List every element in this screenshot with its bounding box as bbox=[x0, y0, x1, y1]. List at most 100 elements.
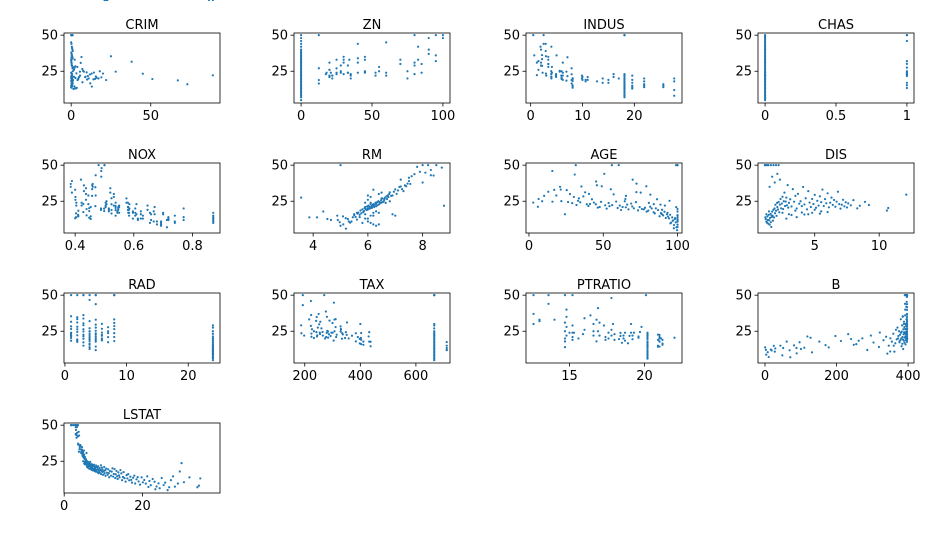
data-point bbox=[74, 198, 77, 201]
data-point bbox=[300, 324, 303, 327]
data-point bbox=[104, 474, 107, 477]
data-point bbox=[328, 74, 331, 77]
data-point bbox=[568, 331, 571, 334]
data-point bbox=[642, 208, 645, 211]
data-point bbox=[114, 473, 117, 476]
data-point bbox=[78, 434, 81, 437]
data-point bbox=[773, 181, 776, 184]
data-point bbox=[543, 194, 546, 198]
data-point bbox=[182, 481, 186, 484]
subplot-title: RAD bbox=[128, 278, 155, 293]
data-point bbox=[379, 199, 383, 202]
data-point bbox=[114, 204, 117, 208]
data-point bbox=[589, 314, 592, 317]
data-point bbox=[783, 204, 787, 208]
data-point bbox=[69, 315, 73, 318]
data-point bbox=[646, 340, 649, 343]
data-point bbox=[781, 195, 784, 198]
data-point bbox=[770, 214, 773, 217]
data-point bbox=[894, 328, 898, 331]
data-point bbox=[82, 328, 85, 331]
data-point bbox=[586, 78, 589, 82]
data-point bbox=[763, 346, 767, 349]
data-point bbox=[72, 75, 76, 78]
data-point bbox=[76, 321, 79, 324]
data-point bbox=[622, 334, 625, 337]
data-point bbox=[900, 337, 903, 340]
data-point bbox=[582, 195, 585, 198]
data-point bbox=[667, 217, 671, 220]
data-point bbox=[129, 475, 132, 478]
data-point bbox=[383, 198, 386, 201]
data-point bbox=[658, 340, 661, 343]
data-point bbox=[367, 335, 370, 338]
x-tick-label: 0.6 bbox=[123, 239, 144, 254]
data-point bbox=[598, 334, 601, 337]
data-point bbox=[72, 424, 75, 427]
data-point bbox=[85, 71, 88, 74]
data-point bbox=[532, 322, 535, 326]
data-point bbox=[100, 169, 103, 173]
data-point bbox=[631, 86, 634, 89]
data-point bbox=[905, 321, 909, 325]
data-point bbox=[169, 479, 173, 482]
data-point bbox=[360, 342, 363, 346]
data-point bbox=[635, 182, 638, 185]
data-point bbox=[182, 207, 185, 210]
data-point bbox=[134, 482, 137, 485]
data-point bbox=[86, 74, 89, 78]
data-point bbox=[91, 194, 94, 198]
data-point bbox=[620, 341, 624, 344]
data-point bbox=[319, 320, 322, 323]
y-tick-label: 50 bbox=[503, 289, 520, 304]
y-tick-label: 50 bbox=[271, 29, 288, 44]
data-point bbox=[624, 206, 627, 209]
data-point bbox=[813, 208, 816, 211]
data-point bbox=[354, 340, 357, 343]
data-point bbox=[780, 202, 783, 205]
data-point bbox=[798, 202, 801, 205]
data-point bbox=[75, 86, 78, 89]
data-point bbox=[103, 164, 106, 167]
data-point bbox=[81, 67, 84, 71]
data-point bbox=[658, 335, 661, 339]
data-point bbox=[804, 197, 807, 200]
data-point bbox=[541, 71, 544, 74]
data-point bbox=[147, 485, 150, 489]
data-point bbox=[335, 333, 338, 336]
data-point bbox=[790, 205, 793, 208]
data-point bbox=[98, 471, 101, 474]
data-point bbox=[800, 211, 803, 214]
data-point bbox=[364, 217, 367, 220]
data-point bbox=[849, 337, 853, 341]
data-point bbox=[858, 204, 861, 207]
axes-frame bbox=[757, 162, 915, 234]
data-point bbox=[89, 205, 92, 209]
data-point bbox=[385, 41, 388, 44]
data-point bbox=[128, 207, 131, 210]
data-point bbox=[116, 211, 119, 214]
subplot-title: RM bbox=[362, 148, 382, 163]
data-point bbox=[643, 77, 646, 80]
data-point bbox=[905, 300, 908, 303]
data-point bbox=[583, 328, 586, 331]
data-point bbox=[141, 481, 144, 484]
data-point bbox=[69, 339, 73, 342]
data-point bbox=[576, 199, 580, 202]
data-point bbox=[71, 49, 74, 53]
data-point bbox=[211, 330, 215, 333]
data-point bbox=[623, 90, 626, 93]
data-point bbox=[623, 339, 627, 342]
data-point bbox=[211, 0, 214, 2]
data-point bbox=[538, 318, 541, 321]
data-point bbox=[563, 294, 567, 297]
data-point bbox=[323, 294, 326, 297]
data-point bbox=[621, 205, 624, 209]
data-point bbox=[765, 213, 768, 216]
data-point bbox=[547, 62, 550, 66]
data-point bbox=[561, 61, 564, 64]
data-point bbox=[571, 294, 574, 297]
data-point bbox=[88, 342, 91, 345]
axes-frame bbox=[63, 292, 221, 364]
data-point bbox=[366, 208, 369, 211]
